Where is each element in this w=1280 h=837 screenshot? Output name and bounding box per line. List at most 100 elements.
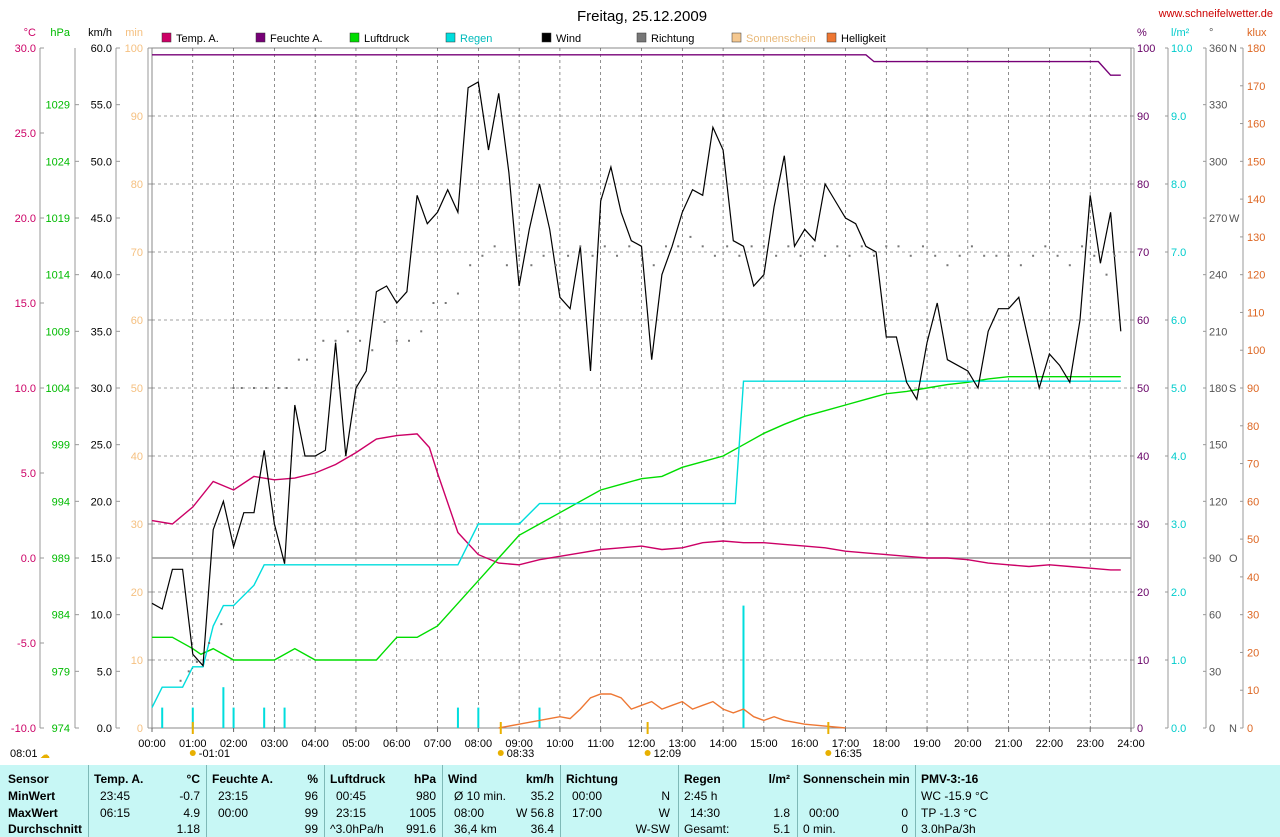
tick-label-sunshine: 20 — [131, 587, 143, 599]
x-tick-label: 15:00 — [750, 738, 778, 750]
legend: Temp. A. Feuchte A. Luftdruck Regen Wind Rich… — [161, 32, 886, 45]
tick-label-temp: -5.0 — [17, 638, 36, 650]
direction-point — [297, 358, 300, 361]
rain-max-value: 1.8 — [773, 806, 790, 820]
rain-max-time: 14:30 — [690, 806, 721, 820]
tick-label-rain: 2.0 — [1171, 587, 1186, 599]
x-tick-label: 05:00 — [342, 738, 370, 750]
direction-point — [334, 339, 337, 342]
row-label-sensor: Sensor — [8, 772, 49, 786]
tick-label-wind: 10.0 — [91, 610, 112, 622]
tick-label-brightness: 150 — [1247, 156, 1265, 168]
tick-label-wind: 55.0 — [91, 100, 112, 112]
pmv-dewpoint: TP -1.3 °C — [921, 806, 977, 820]
legend-label: Feuchte A. — [270, 33, 323, 45]
tick-label-sunshine: 50 — [131, 383, 143, 395]
tick-label-pressure: 979 — [52, 666, 70, 678]
axis-unit-rain: l/m² — [1171, 27, 1190, 39]
rain-total-label: Gesamt: — [684, 822, 730, 836]
humidity-min-time: 23:15 — [218, 789, 249, 803]
compass-label: W — [1229, 213, 1240, 225]
tick-label-wind: 5.0 — [97, 666, 112, 678]
tick-label-pressure: 1004 — [46, 383, 70, 395]
sun-marker-icon — [644, 750, 651, 756]
sun-marker-icon — [497, 750, 504, 756]
tick-label-brightness: 60 — [1247, 496, 1259, 508]
tick-label-humidity: 10 — [1137, 655, 1149, 667]
direction-point — [208, 642, 211, 644]
tick-label-temp: 5.0 — [21, 468, 36, 480]
axis-unit-temp: °C — [24, 27, 36, 39]
rain-bar — [263, 707, 266, 728]
rain-bar — [222, 687, 225, 728]
temp-min-value: -0.7 — [179, 789, 200, 803]
source-link[interactable]: www.schneifelwetter.de — [1158, 8, 1273, 20]
row-label-avg: Durchschnitt — [8, 822, 83, 836]
sunrise-time-label: 08:01 — [10, 748, 38, 760]
tick-label-humidity: 30 — [1137, 519, 1149, 531]
direction-point — [1019, 264, 1022, 267]
tick-label-rain: 3.0 — [1171, 519, 1186, 531]
sunshine-total-label: 0 min. — [803, 822, 836, 836]
direction-point — [628, 245, 631, 248]
direction-point — [787, 245, 790, 248]
tick-label-rain: 7.0 — [1171, 247, 1186, 259]
direction-point — [444, 302, 447, 304]
humidity-unit: % — [307, 772, 318, 786]
tick-label-wind: 40.0 — [91, 270, 112, 282]
axis-unit-wind: km/h — [88, 27, 112, 39]
x-tick-label: 10:00 — [546, 738, 574, 750]
direction-point — [179, 679, 182, 682]
tick-label-wind: 30.0 — [91, 383, 112, 395]
direction-point — [187, 670, 190, 673]
tick-label-rain: 5.0 — [1171, 383, 1186, 395]
x-tick-label: 03:00 — [261, 738, 289, 750]
tick-label-pressure: 989 — [52, 553, 70, 565]
direction-point — [542, 254, 545, 257]
tick-label-humidity: 60 — [1137, 315, 1149, 327]
direction-point — [232, 387, 235, 389]
tick-label-humidity: 40 — [1137, 451, 1149, 463]
x-tick-label: 19:00 — [913, 738, 941, 750]
direction-point — [220, 623, 223, 626]
x-tick-label: 12:00 — [628, 738, 656, 750]
direction-point — [359, 339, 362, 342]
legend-label: Richtung — [651, 33, 694, 45]
sun-marker-label: 16:35 — [834, 748, 862, 760]
direction-point — [726, 245, 729, 248]
rain-header: Regen — [684, 772, 721, 786]
pressure-header: Luftdruck — [330, 772, 386, 786]
tick-label-pressure: 984 — [52, 610, 70, 622]
wind-max-value: W 56.8 — [515, 806, 554, 820]
tick-label-brightness: 50 — [1247, 534, 1259, 546]
x-tick-label: 11:00 — [587, 738, 614, 750]
legend-swatch — [445, 32, 456, 43]
x-tick-label: 01:00 — [179, 738, 207, 750]
tick-label-humidity: 70 — [1137, 247, 1149, 259]
tick-label-brightness: 130 — [1247, 232, 1265, 244]
direction-point — [1105, 273, 1108, 276]
direction-point — [371, 349, 374, 352]
right-axes: %0102030405060708090100l/m²0.01.02.03.04… — [1131, 27, 1267, 735]
direction-point — [897, 245, 900, 248]
sun-marker-icon — [825, 750, 832, 756]
tick-label-direction: 180 — [1209, 383, 1227, 395]
tick-label-pressure: 1029 — [46, 100, 70, 112]
tick-label-humidity: 0 — [1137, 723, 1143, 735]
direction-point — [1113, 254, 1116, 257]
direction-point — [591, 254, 594, 257]
direction-point — [811, 245, 814, 248]
direction-point — [1007, 254, 1010, 257]
rain-bar — [191, 707, 194, 728]
tick-label-wind: 20.0 — [91, 496, 112, 508]
direction-point — [664, 245, 667, 248]
wind-header: Wind — [448, 772, 478, 786]
direction-point — [383, 320, 386, 323]
legend-label: Wind — [556, 33, 581, 45]
rain-unit: l/m² — [768, 772, 790, 786]
direction-point — [701, 245, 704, 248]
direction-point — [518, 254, 521, 257]
statistics-table: Sensor MinWert MaxWert Durchschnitt Temp… — [0, 765, 1280, 837]
wind-max-time: 08:00 — [454, 806, 485, 820]
tick-label-rain: 6.0 — [1171, 315, 1186, 327]
